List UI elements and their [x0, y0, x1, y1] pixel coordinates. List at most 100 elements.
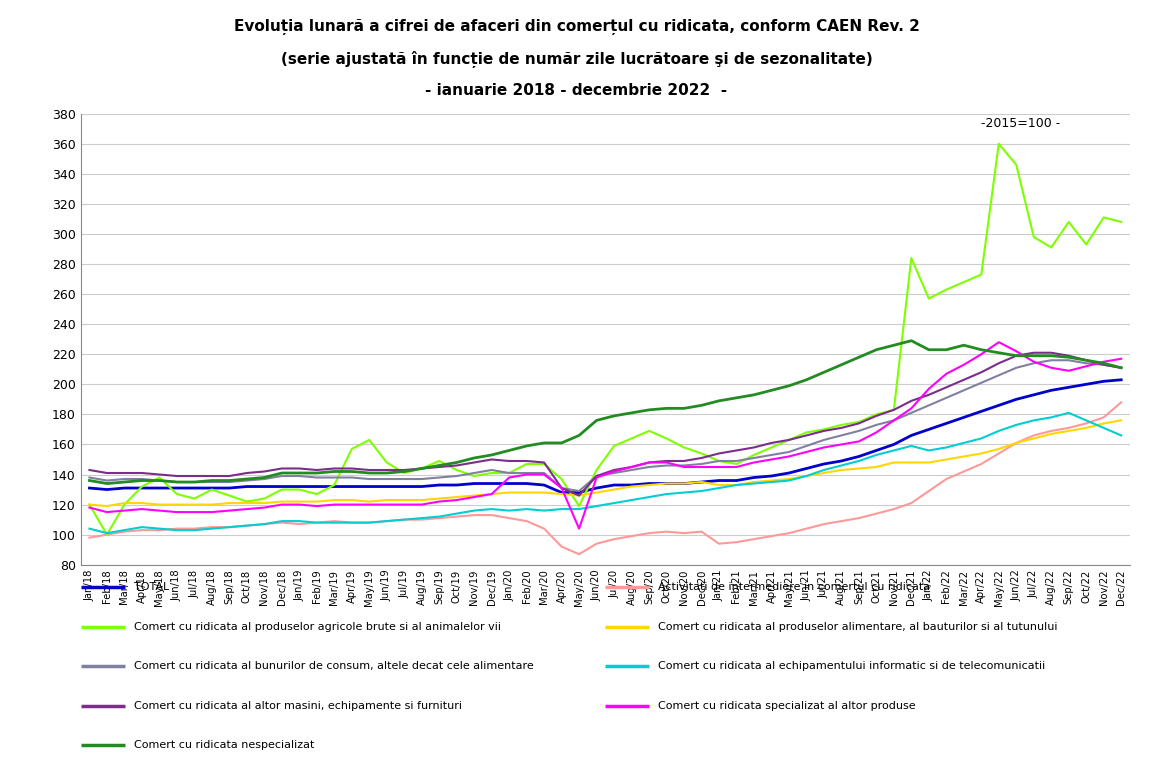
- Activitati de intermediere in comertul cu ridicata: [345, 518, 359, 527]
- Line: TOTAL: TOTAL: [90, 380, 1121, 493]
- Text: Comert cu ridicata al echipamentului informatic si de telecomunicatii: Comert cu ridicata al echipamentului inf…: [658, 661, 1046, 672]
- Text: - ianuarie 2018 - decembrie 2022  -: - ianuarie 2018 - decembrie 2022 -: [425, 83, 728, 98]
- Line: Comert cu ridicata nespecializat: Comert cu ridicata nespecializat: [90, 340, 1121, 484]
- Comert cu ridicata al produselor alimentare, al bauturilor si al tutunului: [100, 502, 114, 511]
- Line: Comert cu ridicata al bunurilor de consum, altele decat cele alimentare: Comert cu ridicata al bunurilor de consu…: [90, 360, 1121, 491]
- Text: Comert cu ridicata al produselor agricole brute si al animalelor vii: Comert cu ridicata al produselor agricol…: [134, 622, 500, 632]
- Comert cu ridicata nespecializat: [432, 461, 446, 470]
- Comert cu ridicata al produselor alimentare, al bauturilor si al tutunului: [747, 478, 761, 487]
- Comert cu ridicata specializat al altor produse: [432, 497, 446, 506]
- Comert cu ridicata specializat al altor produse: [1114, 354, 1128, 363]
- Comert cu ridicata al bunurilor de consum, altele decat cele alimentare: [747, 453, 761, 462]
- Comert cu ridicata al bunurilor de consum, altele decat cele alimentare: [1114, 363, 1128, 372]
- Comert cu ridicata al bunurilor de consum, altele decat cele alimentare: [83, 473, 97, 482]
- Comert cu ridicata al altor masini, echipamente si furnituri: [1114, 363, 1128, 372]
- Comert cu ridicata al echipamentului informatic si de telecomunicatii: [398, 515, 412, 525]
- Comert cu ridicata al echipamentului informatic si de telecomunicatii: [274, 516, 288, 525]
- Comert cu ridicata al produselor agricole brute si al animalelor vii: [450, 465, 464, 475]
- Comert cu ridicata al altor masini, echipamente si furnituri: [257, 467, 271, 476]
- Comert cu ridicata al altor masini, echipamente si furnituri: [572, 491, 586, 500]
- Activitati de intermediere in comertul cu ridicata: [747, 534, 761, 543]
- Comert cu ridicata specializat al altor produse: [747, 458, 761, 467]
- Comert cu ridicata al altor masini, echipamente si furnituri: [747, 443, 761, 452]
- Comert cu ridicata al produselor agricole brute si al animalelor vii: [992, 139, 1005, 149]
- Comert cu ridicata al produselor agricole brute si al animalelor vii: [432, 456, 446, 465]
- Activitati de intermediere in comertul cu ridicata: [572, 550, 586, 559]
- Comert cu ridicata al altor masini, echipamente si furnituri: [415, 464, 429, 473]
- Comert cu ridicata al bunurilor de consum, altele decat cele alimentare: [415, 475, 429, 484]
- Comert cu ridicata al produselor agricole brute si al animalelor vii: [100, 530, 114, 539]
- Text: TOTAL: TOTAL: [134, 582, 169, 593]
- Text: Activitati de intermediere in comertul cu ridicata: Activitati de intermediere in comertul c…: [658, 582, 930, 593]
- Comert cu ridicata specializat al altor produse: [415, 500, 429, 509]
- Line: Comert cu ridicata al produselor agricole brute si al animalelor vii: Comert cu ridicata al produselor agricol…: [90, 144, 1121, 534]
- Activitati de intermediere in comertul cu ridicata: [83, 533, 97, 542]
- Activitati de intermediere in comertul cu ridicata: [415, 515, 429, 525]
- Text: (serie ajustată în funcție de număr zile lucrătoare şi de sezonalitate): (serie ajustată în funcție de număr zile…: [280, 51, 873, 67]
- Activitati de intermediere in comertul cu ridicata: [379, 516, 393, 525]
- Comert cu ridicata specializat al altor produse: [83, 503, 97, 512]
- Text: Comert cu ridicata specializat al altor produse: Comert cu ridicata specializat al altor …: [658, 700, 915, 711]
- Comert cu ridicata al echipamentului informatic si de telecomunicatii: [450, 509, 464, 518]
- Text: Comert cu ridicata al altor masini, echipamente si furnituri: Comert cu ridicata al altor masini, echi…: [134, 700, 461, 711]
- Comert cu ridicata al bunurilor de consum, altele decat cele alimentare: [257, 475, 271, 484]
- Comert cu ridicata al produselor agricole brute si al animalelor vii: [274, 485, 288, 494]
- TOTAL: [345, 482, 359, 491]
- Comert cu ridicata al produselor agricole brute si al animalelor vii: [83, 500, 97, 509]
- Comert cu ridicata al bunurilor de consum, altele decat cele alimentare: [432, 473, 446, 482]
- TOTAL: [257, 482, 271, 491]
- Comert cu ridicata al bunurilor de consum, altele decat cele alimentare: [1045, 356, 1058, 365]
- Comert cu ridicata nespecializat: [747, 390, 761, 399]
- Comert cu ridicata specializat al altor produse: [992, 337, 1005, 346]
- Comert cu ridicata al produselor alimentare, al bauturilor si al tutunului: [274, 497, 288, 506]
- Text: Evoluția lunară a cifrei de afaceri din comerțul cu ridicata, conform CAEN Rev. : Evoluția lunară a cifrei de afaceri din …: [234, 19, 919, 35]
- Comert cu ridicata al produselor agricole brute si al animalelor vii: [398, 468, 412, 478]
- TOTAL: [379, 482, 393, 491]
- Text: Comert cu ridicata al produselor alimentare, al bauturilor si al tutunului: Comert cu ridicata al produselor aliment…: [658, 622, 1057, 632]
- Comert cu ridicata al bunurilor de consum, altele decat cele alimentare: [572, 487, 586, 496]
- Comert cu ridicata al produselor alimentare, al bauturilor si al tutunului: [450, 493, 464, 502]
- Comert cu ridicata al echipamentului informatic si de telecomunicatii: [83, 524, 97, 533]
- Comert cu ridicata al echipamentului informatic si de telecomunicatii: [362, 518, 376, 527]
- Comert cu ridicata al bunurilor de consum, altele decat cele alimentare: [379, 475, 393, 484]
- TOTAL: [555, 488, 568, 497]
- Line: Comert cu ridicata al produselor alimentare, al bauturilor si al tutunului: Comert cu ridicata al produselor aliment…: [90, 421, 1121, 506]
- Comert cu ridicata specializat al altor produse: [257, 503, 271, 512]
- Comert cu ridicata nespecializat: [450, 458, 464, 467]
- Activitati de intermediere in comertul cu ridicata: [1114, 398, 1128, 407]
- Comert cu ridicata nespecializat: [1114, 363, 1128, 372]
- Comert cu ridicata al produselor alimentare, al bauturilor si al tutunului: [1114, 416, 1128, 425]
- Activitati de intermediere in comertul cu ridicata: [257, 519, 271, 528]
- Comert cu ridicata al bunurilor de consum, altele decat cele alimentare: [345, 473, 359, 482]
- Comert cu ridicata al echipamentului informatic si de telecomunicatii: [100, 528, 114, 537]
- Comert cu ridicata al produselor alimentare, al bauturilor si al tutunului: [362, 497, 376, 506]
- Comert cu ridicata al echipamentului informatic si de telecomunicatii: [747, 479, 761, 488]
- Comert cu ridicata nespecializat: [274, 468, 288, 478]
- Text: -2015=100 -: -2015=100 -: [981, 117, 1060, 130]
- TOTAL: [83, 484, 97, 493]
- Comert cu ridicata al produselor agricole brute si al animalelor vii: [362, 435, 376, 444]
- Comert cu ridicata nespecializat: [904, 336, 918, 345]
- Comert cu ridicata al altor masini, echipamente si furnituri: [379, 465, 393, 475]
- Activitati de intermediere in comertul cu ridicata: [432, 514, 446, 523]
- Comert cu ridicata nespecializat: [100, 479, 114, 488]
- TOTAL: [747, 473, 761, 482]
- Comert cu ridicata al produselor agricole brute si al animalelor vii: [1114, 218, 1128, 227]
- Comert cu ridicata nespecializat: [83, 476, 97, 485]
- Line: Comert cu ridicata al altor masini, echipamente si furnituri: Comert cu ridicata al altor masini, echi…: [90, 352, 1121, 496]
- Comert cu ridicata al echipamentului informatic si de telecomunicatii: [432, 512, 446, 522]
- TOTAL: [415, 482, 429, 491]
- Comert cu ridicata al produselor alimentare, al bauturilor si al tutunului: [398, 496, 412, 505]
- Comert cu ridicata al altor masini, echipamente si furnituri: [345, 464, 359, 473]
- Comert cu ridicata al altor masini, echipamente si furnituri: [432, 462, 446, 471]
- Comert cu ridicata al altor masini, echipamente si furnituri: [83, 465, 97, 475]
- Line: Activitati de intermediere in comertul cu ridicata: Activitati de intermediere in comertul c…: [90, 402, 1121, 554]
- Comert cu ridicata al altor masini, echipamente si furnituri: [1027, 348, 1041, 357]
- Text: Comert cu ridicata al bunurilor de consum, altele decat cele alimentare: Comert cu ridicata al bunurilor de consu…: [134, 661, 534, 672]
- Comert cu ridicata al produselor alimentare, al bauturilor si al tutunului: [432, 494, 446, 503]
- Text: Comert cu ridicata nespecializat: Comert cu ridicata nespecializat: [134, 740, 314, 750]
- Comert cu ridicata al echipamentului informatic si de telecomunicatii: [1062, 409, 1076, 418]
- Comert cu ridicata al produselor alimentare, al bauturilor si al tutunului: [83, 500, 97, 509]
- Comert cu ridicata specializat al altor produse: [345, 500, 359, 509]
- Comert cu ridicata specializat al altor produse: [572, 524, 586, 533]
